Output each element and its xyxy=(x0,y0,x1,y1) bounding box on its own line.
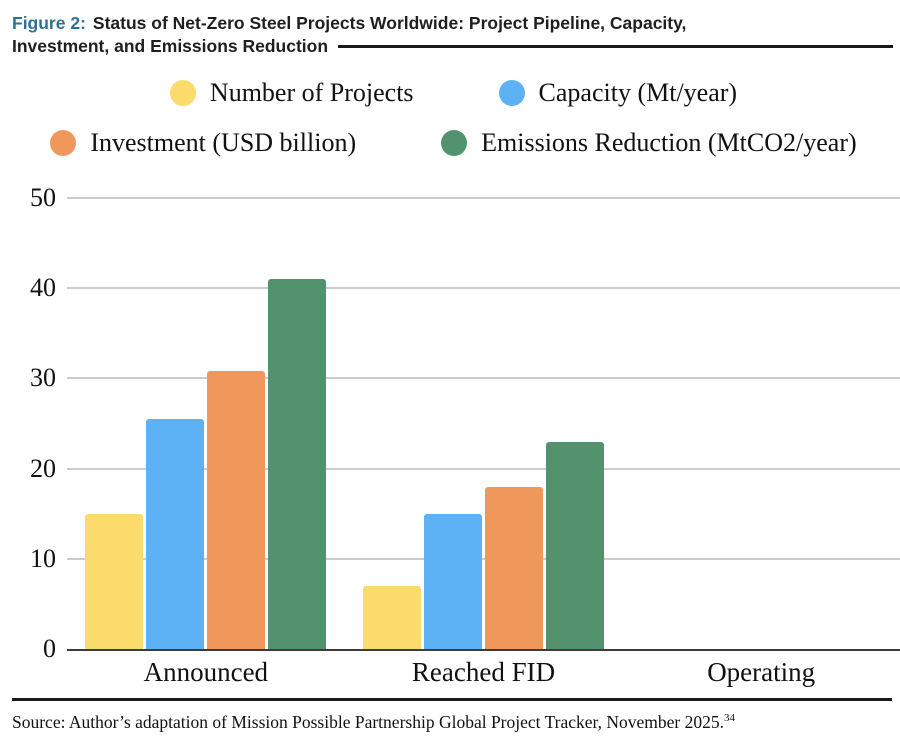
legend-dot-icon-investment-usd-billion xyxy=(50,130,77,156)
gridline-30 xyxy=(67,377,900,380)
legend-item-number-of-projects: Number of Projects xyxy=(169,78,414,108)
bar-chart: 0 10 20 30 40 50 Announced Reached FID Operatin… xyxy=(30,185,900,688)
bar-announced-number-of-projects xyxy=(85,513,144,649)
x-axis-labels: Announced Reached FID Operating xyxy=(67,657,900,688)
legend-label: Emissions Reduction (MtCO2/year) xyxy=(481,128,857,157)
x-label-reached-fid: Reached FID xyxy=(411,657,556,687)
legend-row-2: Investment (USD billion) Emissions Reduct… xyxy=(12,124,895,162)
bar-group-announced xyxy=(67,198,345,649)
bar-group-operating xyxy=(622,198,900,649)
y-tick-label-10: 10 xyxy=(30,543,56,573)
bar-reached-fid-emissions-reduction-mtco2-year xyxy=(546,441,604,649)
legend-label: Capacity (Mt/year) xyxy=(538,78,738,107)
chart-legend: Number of Projects Capacity (Mt/year) Inve… xyxy=(12,74,895,162)
figure-title-text-line1: Status of Net-Zero Steel Projects Worldw… xyxy=(92,13,687,33)
plot-area: 0 10 20 30 40 50 xyxy=(30,185,900,662)
gridline-50 xyxy=(67,197,900,199)
x-label-announced: Announced xyxy=(143,657,269,687)
legend-item-investment-usd-billion: Investment (USD billion) xyxy=(50,128,356,158)
y-tick-label-20: 20 xyxy=(30,453,56,483)
gridline-20 xyxy=(67,467,900,470)
source-note: Source: Author’s adaptation of Mission P… xyxy=(12,712,895,733)
y-tick-label-0: 0 xyxy=(43,634,56,663)
bar-reached-fid-capacity-mt-year xyxy=(424,513,482,649)
bar-announced-capacity-mt-year xyxy=(146,419,205,649)
bar-announced-investment-usd-billion xyxy=(207,371,266,649)
legend-label: Investment (USD billion) xyxy=(90,128,357,157)
legend-dot-icon-emissions-reduction-mtco2-year xyxy=(441,130,468,156)
legend-row-1: Number of Projects Capacity (Mt/year) xyxy=(12,74,895,112)
legend-dot-icon-number-of-projects xyxy=(169,80,196,106)
legend-item-capacity-mt-year: Capacity (Mt/year) xyxy=(498,78,738,108)
gridline-10 xyxy=(67,557,900,560)
bar-reached-fid-investment-usd-billion xyxy=(485,486,543,649)
footer-rule-line xyxy=(12,698,892,701)
bar-groups xyxy=(67,198,900,649)
figure-title-line1: Figure 2: Status of Net-Zero Steel Projec… xyxy=(12,12,895,35)
title-rule-line xyxy=(338,45,893,48)
figure-title: Figure 2: Status of Net-Zero Steel Projec… xyxy=(12,12,895,58)
bar-group-reached-fid xyxy=(345,198,623,649)
figure-number-label: Figure 2: xyxy=(12,13,86,33)
figure-title-line2: Investment, and Emissions Reduction xyxy=(12,35,895,58)
y-tick-label-50: 50 xyxy=(30,183,56,212)
y-tick-label-40: 40 xyxy=(30,273,56,303)
x-label-operating: Operating xyxy=(707,657,816,687)
legend-label: Number of Projects xyxy=(209,78,414,107)
gridline-40 xyxy=(67,287,900,290)
figure-title-text-line2: Investment, and Emissions Reduction xyxy=(12,36,329,56)
source-footnote-mark: 34 xyxy=(724,712,736,725)
legend-dot-icon-capacity-mt-year xyxy=(498,80,525,106)
bar-reached-fid-number-of-projects xyxy=(363,585,421,649)
source-text: Source: Author’s adaptation of Mission P… xyxy=(12,712,725,732)
bar-announced-emissions-reduction-mtco2-year xyxy=(268,279,327,649)
y-tick-label-30: 30 xyxy=(30,363,56,393)
legend-item-emissions-reduction-mtco2-year: Emissions Reduction (MtCO2/year) xyxy=(441,128,857,158)
